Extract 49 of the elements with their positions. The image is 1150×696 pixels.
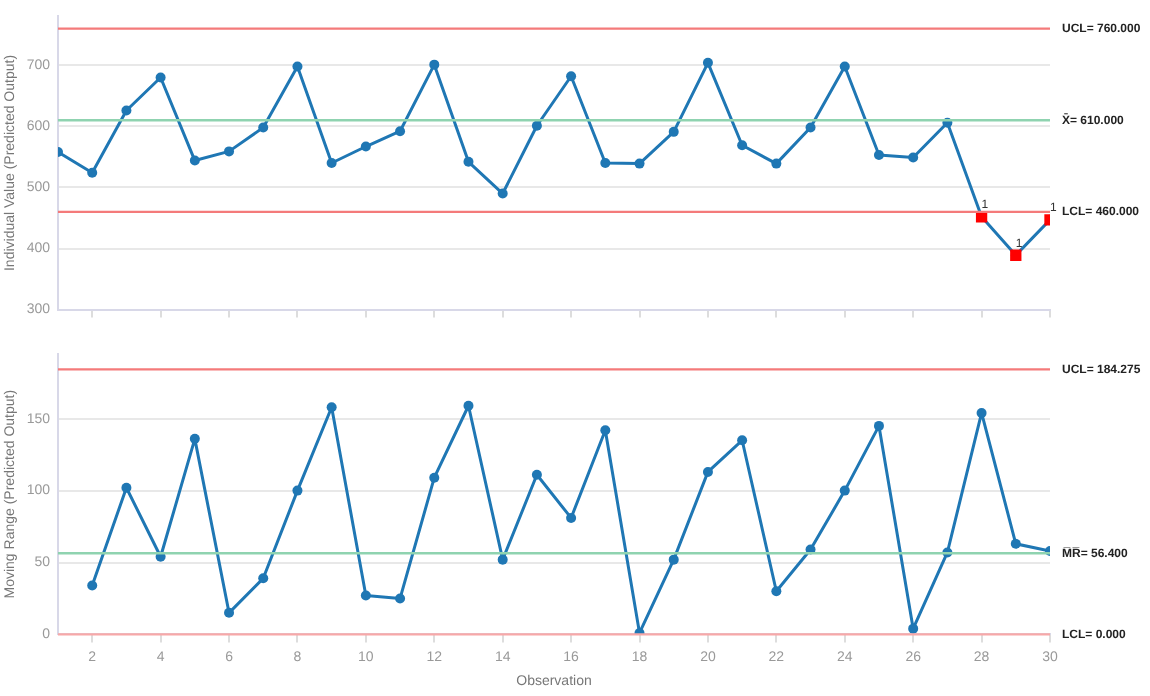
- point: [497, 554, 508, 565]
- point: [702, 466, 713, 477]
- point: [976, 407, 987, 418]
- point: [224, 607, 235, 618]
- point: [771, 586, 782, 597]
- point: [702, 57, 713, 68]
- point: [395, 593, 406, 604]
- point: [121, 105, 132, 116]
- point: [908, 152, 919, 163]
- point: [873, 420, 884, 431]
- point: [566, 71, 577, 82]
- point: [258, 122, 269, 133]
- point: [463, 156, 474, 167]
- point: [463, 400, 474, 411]
- point: [771, 158, 782, 169]
- point: [600, 425, 611, 436]
- point: [497, 188, 508, 199]
- point: [668, 126, 679, 137]
- point: [1010, 538, 1021, 549]
- point: [634, 158, 645, 169]
- point: [258, 573, 269, 584]
- point: [873, 150, 884, 161]
- point: [668, 554, 679, 565]
- point: [531, 120, 542, 131]
- point: [600, 158, 611, 168]
- point: [224, 146, 235, 157]
- point: [429, 472, 440, 483]
- point: [155, 72, 166, 83]
- point: [839, 485, 850, 496]
- point: [292, 485, 303, 496]
- point: [360, 590, 371, 601]
- point: [805, 122, 816, 133]
- point: [189, 155, 200, 166]
- point: [189, 433, 200, 444]
- point: [531, 469, 542, 480]
- point: [121, 482, 132, 493]
- point: [395, 126, 406, 137]
- point: [429, 59, 440, 70]
- point: [87, 580, 98, 591]
- point: [326, 402, 337, 413]
- point: [737, 435, 748, 446]
- point: [566, 512, 577, 523]
- point: [908, 623, 919, 634]
- point: [737, 140, 748, 151]
- point: [326, 158, 337, 168]
- point: [360, 141, 371, 152]
- point: [292, 61, 303, 72]
- point: [839, 61, 850, 72]
- point: [87, 167, 98, 178]
